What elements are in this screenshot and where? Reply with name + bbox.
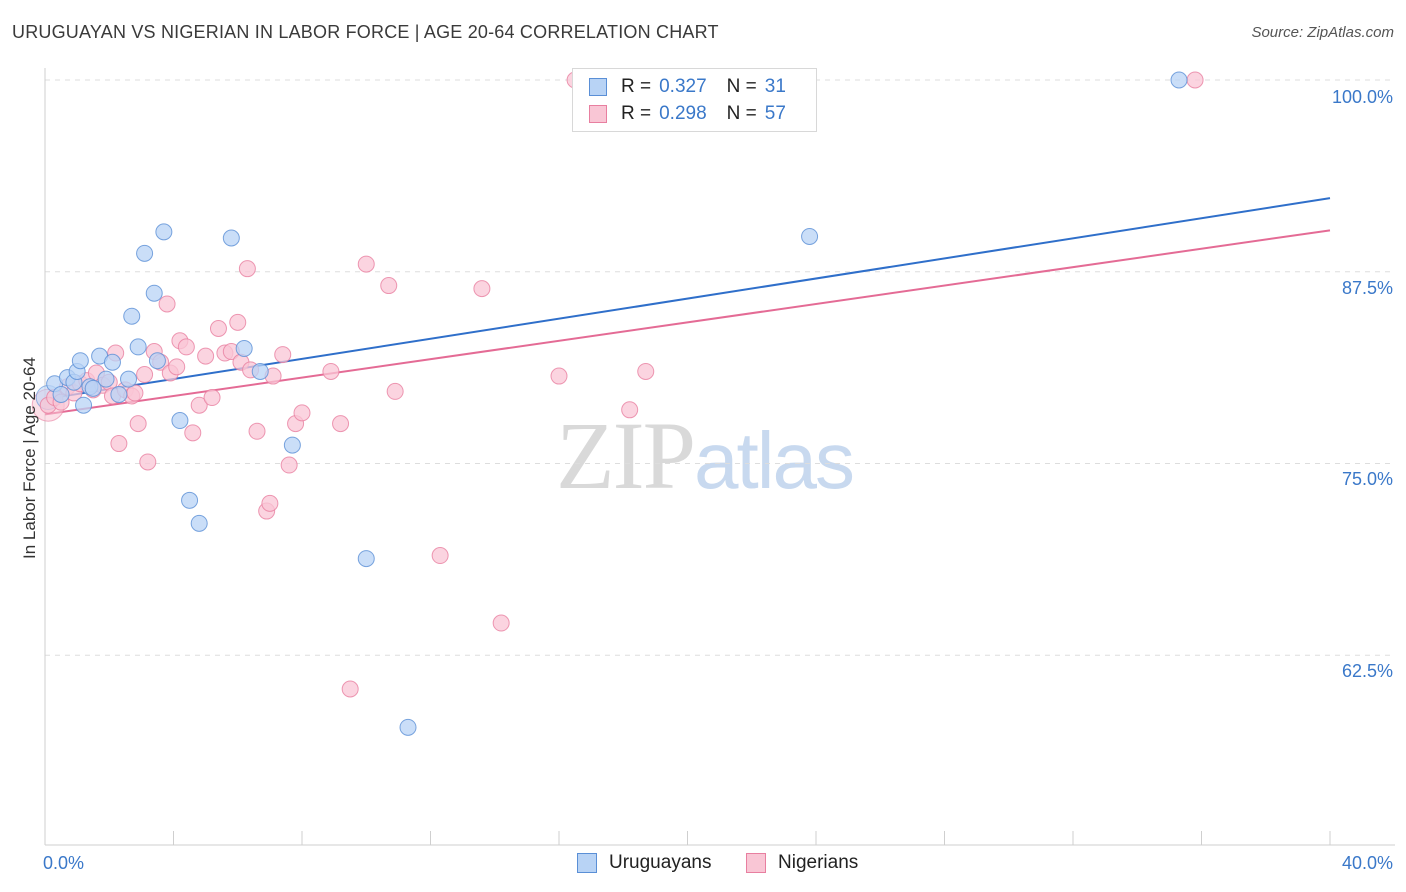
nigerians-swatch bbox=[589, 105, 607, 123]
uruguayan-point bbox=[155, 223, 173, 241]
x-axis-min-label: 0.0% bbox=[43, 853, 85, 873]
nigerian-point bbox=[209, 320, 227, 338]
x-axis-max-label: 40.0% bbox=[1341, 853, 1393, 873]
uruguayan-point bbox=[71, 352, 89, 370]
r-label: R = bbox=[621, 103, 652, 124]
nigerian-point bbox=[168, 358, 186, 376]
nigerian-point bbox=[322, 362, 340, 380]
legend-row-nigerians: R = 0.298 N = 57 bbox=[589, 103, 786, 125]
uruguayan-point bbox=[181, 491, 199, 509]
nigerian-point bbox=[136, 366, 154, 384]
watermark: ZIPatlas bbox=[556, 400, 855, 511]
nigerian-point bbox=[139, 453, 157, 471]
source-credit: Source: ZipAtlas.com bbox=[1251, 24, 1394, 41]
y-axis-label: In Labor Force | Age 20-64 bbox=[20, 357, 39, 559]
r-value: 0.298 bbox=[659, 103, 707, 124]
nigerian-point bbox=[129, 415, 147, 433]
uruguayan-point bbox=[801, 227, 819, 245]
legend-item-nigerians[interactable]: Nigerians bbox=[746, 852, 858, 874]
nigerian-point bbox=[110, 435, 128, 453]
y-tick-label-87-5: 87.5% bbox=[1341, 278, 1393, 298]
uruguayan-point bbox=[129, 338, 147, 356]
uruguayan-point bbox=[235, 339, 253, 357]
nigerian-point bbox=[550, 367, 568, 385]
axes bbox=[44, 68, 1395, 846]
nigerian-point bbox=[492, 614, 510, 632]
nigerian-point bbox=[197, 347, 215, 365]
nigerian-trend-line bbox=[44, 229, 1331, 416]
nigerian-point bbox=[184, 424, 202, 442]
uruguayan-point bbox=[75, 396, 93, 414]
uruguayan-point bbox=[136, 244, 154, 262]
trend-lines bbox=[44, 197, 1331, 416]
uruguayan-point bbox=[399, 718, 417, 736]
uruguayan-point bbox=[120, 370, 138, 388]
uruguayan-point bbox=[148, 352, 166, 370]
r-value: 0.327 bbox=[659, 76, 707, 97]
uruguayan-point bbox=[190, 514, 208, 532]
y-tick-label-75: 75.0% bbox=[1341, 469, 1393, 489]
uruguayan-point bbox=[222, 229, 240, 247]
nigerian-point bbox=[177, 338, 195, 356]
nigerian-point bbox=[357, 255, 375, 273]
nigerian-point bbox=[229, 313, 247, 331]
watermark-atlas: atlas bbox=[694, 416, 855, 505]
nigerian-point bbox=[248, 422, 266, 440]
nigerian-point bbox=[380, 277, 398, 295]
nigerian-point bbox=[621, 401, 639, 419]
uruguayan-point bbox=[123, 307, 141, 325]
uruguayan-point bbox=[357, 550, 375, 568]
uruguayan-point bbox=[52, 385, 70, 403]
nigerian-point bbox=[274, 346, 292, 364]
uruguayan-point bbox=[283, 436, 301, 454]
nigerian-point bbox=[473, 280, 491, 298]
r-label: R = bbox=[621, 76, 652, 97]
nigerian-point bbox=[280, 456, 298, 474]
chart-title: URUGUAYAN VS NIGERIAN IN LABOR FORCE | A… bbox=[12, 22, 719, 42]
y-tick-label-100: 100.0% bbox=[1331, 87, 1393, 107]
nigerian-point bbox=[158, 295, 176, 313]
uruguayan-point bbox=[145, 284, 163, 302]
n-label: N = bbox=[726, 103, 757, 124]
nigerian-point bbox=[238, 260, 256, 278]
legend-label-uruguayans: Uruguayans bbox=[609, 852, 712, 873]
nigerian-point bbox=[431, 547, 449, 565]
nigerian-point bbox=[203, 389, 221, 407]
nigerian-point bbox=[293, 404, 311, 422]
series-legend: Uruguayans Nigerians bbox=[0, 852, 1406, 876]
y-tick-label-62-5: 62.5% bbox=[1341, 661, 1393, 681]
n-value: 31 bbox=[764, 76, 786, 97]
legend-label-nigerians: Nigerians bbox=[778, 852, 859, 873]
nigerian-point bbox=[261, 494, 279, 512]
n-label: N = bbox=[726, 76, 757, 97]
nigerian-point bbox=[386, 382, 404, 400]
watermark-zip: ZIP bbox=[556, 402, 696, 509]
uruguayans-swatch bbox=[577, 853, 597, 873]
nigerians-swatch bbox=[746, 853, 766, 873]
uruguayans-swatch bbox=[589, 78, 607, 96]
n-value: 57 bbox=[764, 103, 786, 124]
nigerian-point bbox=[1186, 71, 1204, 89]
nigerian-point bbox=[637, 362, 655, 380]
legend-item-uruguayans[interactable]: Uruguayans bbox=[577, 852, 711, 874]
uruguayan-point bbox=[171, 412, 189, 430]
data-points bbox=[31, 71, 1204, 736]
uruguayan-point bbox=[1170, 71, 1188, 89]
legend-row-uruguayans: R = 0.327 N = 31 bbox=[589, 76, 786, 98]
uruguayan-point bbox=[251, 362, 269, 380]
uruguayan-point bbox=[110, 385, 128, 403]
uruguayan-point bbox=[103, 353, 121, 371]
correlation-legend: R = 0.327 N = 31 R = 0.298 N = 57 bbox=[572, 68, 817, 132]
nigerian-point bbox=[332, 415, 350, 433]
uruguayan-point bbox=[84, 379, 102, 397]
nigerian-point bbox=[341, 680, 359, 698]
uruguayan-point bbox=[97, 370, 115, 388]
nigerian-point bbox=[190, 396, 208, 414]
